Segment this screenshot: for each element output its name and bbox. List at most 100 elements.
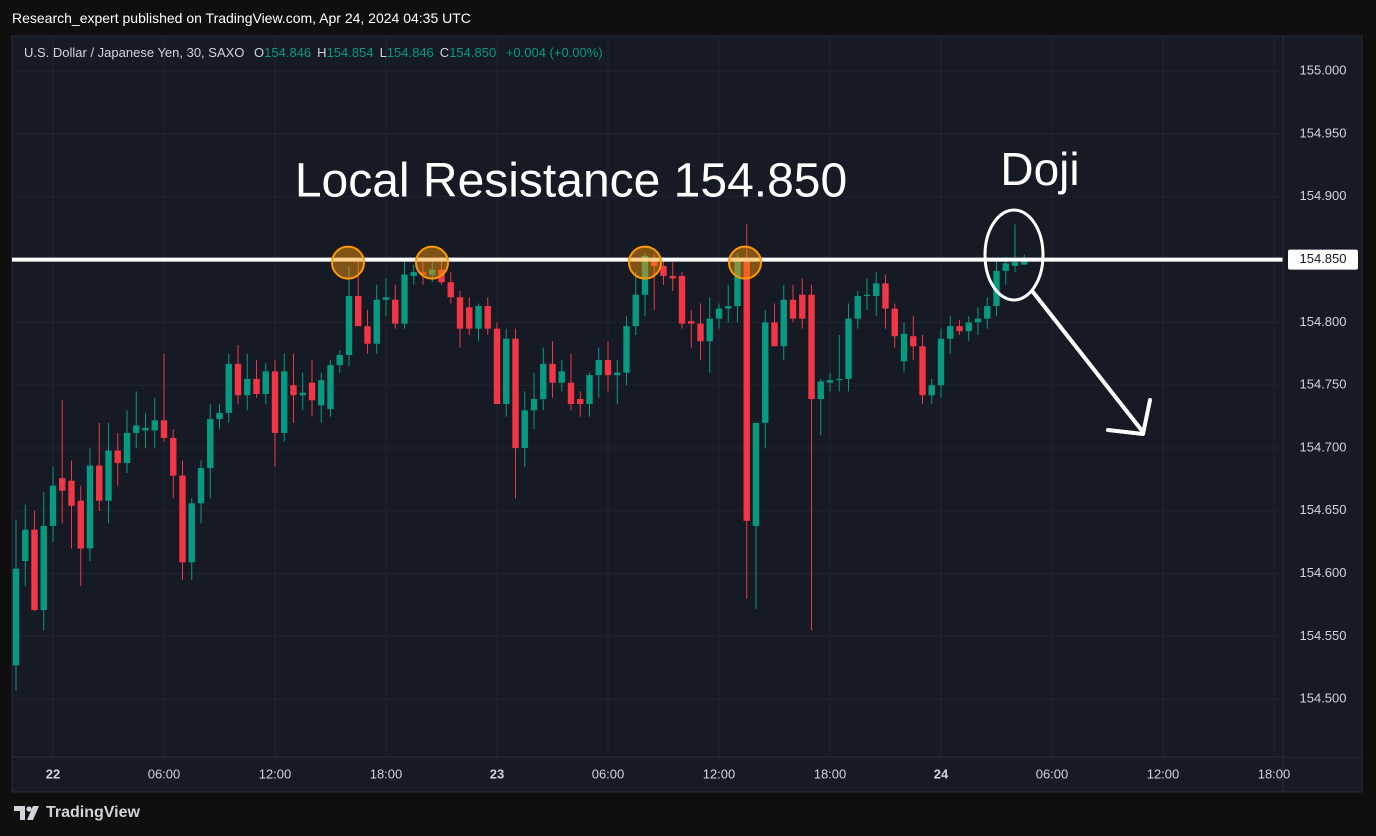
candle-body <box>641 255 649 295</box>
y-tick-label: 154.950 <box>1300 125 1347 140</box>
x-tick-label: 23 <box>490 766 504 781</box>
candle-body <box>947 326 954 339</box>
candle-body <box>558 371 565 383</box>
candle-body <box>456 297 464 329</box>
price-tag <box>1288 249 1358 270</box>
candle-body <box>49 485 57 526</box>
annotation: Doji <box>1000 143 1079 195</box>
price-axis <box>1283 37 1361 757</box>
brand: TradingView <box>46 804 140 821</box>
candle-body <box>595 360 602 376</box>
candle-body <box>327 365 334 410</box>
legend-key: O <box>254 45 265 60</box>
x-tick-label: 12:00 <box>703 766 736 781</box>
x-tick-label: 22 <box>46 766 60 781</box>
annotation: Local Resistance 154.850 <box>295 155 847 208</box>
candle-body <box>512 338 519 448</box>
candle-body <box>503 338 510 405</box>
touch-marker <box>331 245 365 280</box>
publish-header: Research_expert published on TradingView… <box>12 10 471 26</box>
candle-body <box>77 500 84 549</box>
candle-body <box>771 322 778 347</box>
touch-marker <box>415 245 449 280</box>
candle-body <box>632 294 639 327</box>
x-tick-label: 18:00 <box>814 766 847 781</box>
candle-body <box>1002 263 1009 271</box>
candle-body <box>262 371 269 394</box>
doji-ellipse <box>983 208 1045 302</box>
candle-body <box>123 432 131 464</box>
candle-body <box>1021 259 1028 265</box>
candle-body <box>244 378 251 396</box>
candle-body <box>114 450 121 464</box>
candle-body <box>466 307 473 329</box>
x-tick-label: 06:00 <box>1036 766 1069 781</box>
candle-body <box>345 296 353 356</box>
candle-body <box>188 503 195 563</box>
x-tick-label: 06:00 <box>592 766 625 781</box>
candle-body <box>447 282 454 298</box>
candle-body <box>910 336 917 347</box>
candle-body <box>1011 262 1019 266</box>
touch-marker <box>628 245 662 280</box>
candle-body <box>299 392 306 396</box>
candle-body <box>762 322 769 423</box>
candle-body <box>429 269 436 275</box>
price-tag-label: 154.850 <box>1300 251 1347 266</box>
candle-body <box>697 323 704 342</box>
candle-body <box>614 372 621 376</box>
candle-body <box>836 378 843 381</box>
y-tick-label: 155.000 <box>1300 63 1347 78</box>
footer: TradingView <box>14 804 140 822</box>
candle-body <box>234 363 242 396</box>
candle-body <box>715 308 723 319</box>
candle-body <box>318 380 325 406</box>
legend-value: 154.850 <box>449 45 497 60</box>
candle-body <box>484 306 491 329</box>
legend-value: 154.846 <box>264 45 312 60</box>
y-tick-label: 154.600 <box>1300 565 1347 580</box>
candle-body <box>68 480 75 506</box>
candle-body <box>290 385 297 396</box>
candle-body <box>59 478 66 491</box>
candle-body <box>688 321 695 324</box>
ohlc-legend: U.S. Dollar / Japanese Yen, 30, SAXO O15… <box>24 45 603 60</box>
y-tick-label: 154.900 <box>1300 188 1347 203</box>
candle-body <box>392 299 399 324</box>
candle-body <box>984 306 991 319</box>
touch-marker <box>728 245 762 280</box>
candle-body <box>40 525 47 611</box>
y-tick-label: 154.800 <box>1300 314 1347 329</box>
candle-body <box>669 275 676 279</box>
legend-value: 154.854 <box>326 45 374 60</box>
candle-body <box>660 265 667 276</box>
candle-body <box>900 333 908 362</box>
logo <box>14 806 39 820</box>
legend-key: H <box>317 45 327 60</box>
candle-body <box>567 382 575 405</box>
candle-body <box>170 437 177 476</box>
candle-body <box>577 399 584 405</box>
candle-body <box>919 346 926 396</box>
candle-body <box>780 299 787 347</box>
candle-body <box>734 258 741 307</box>
candle-body <box>956 326 963 332</box>
candle-body <box>142 427 149 431</box>
candle-body <box>854 296 861 319</box>
candle-body <box>549 363 556 383</box>
candle-body <box>12 568 20 666</box>
candle-body <box>752 422 760 526</box>
candle-body <box>604 360 612 376</box>
candle-body <box>743 258 750 521</box>
y-tick-label: 154.750 <box>1300 377 1347 392</box>
candle-body <box>133 425 140 433</box>
candle-body <box>253 378 260 394</box>
candle-body <box>845 318 852 379</box>
candle-body <box>808 294 815 400</box>
candle-body <box>207 419 214 469</box>
candle-body <box>586 375 593 405</box>
candle-body <box>540 363 547 400</box>
y-tick-label: 154.650 <box>1300 502 1347 517</box>
